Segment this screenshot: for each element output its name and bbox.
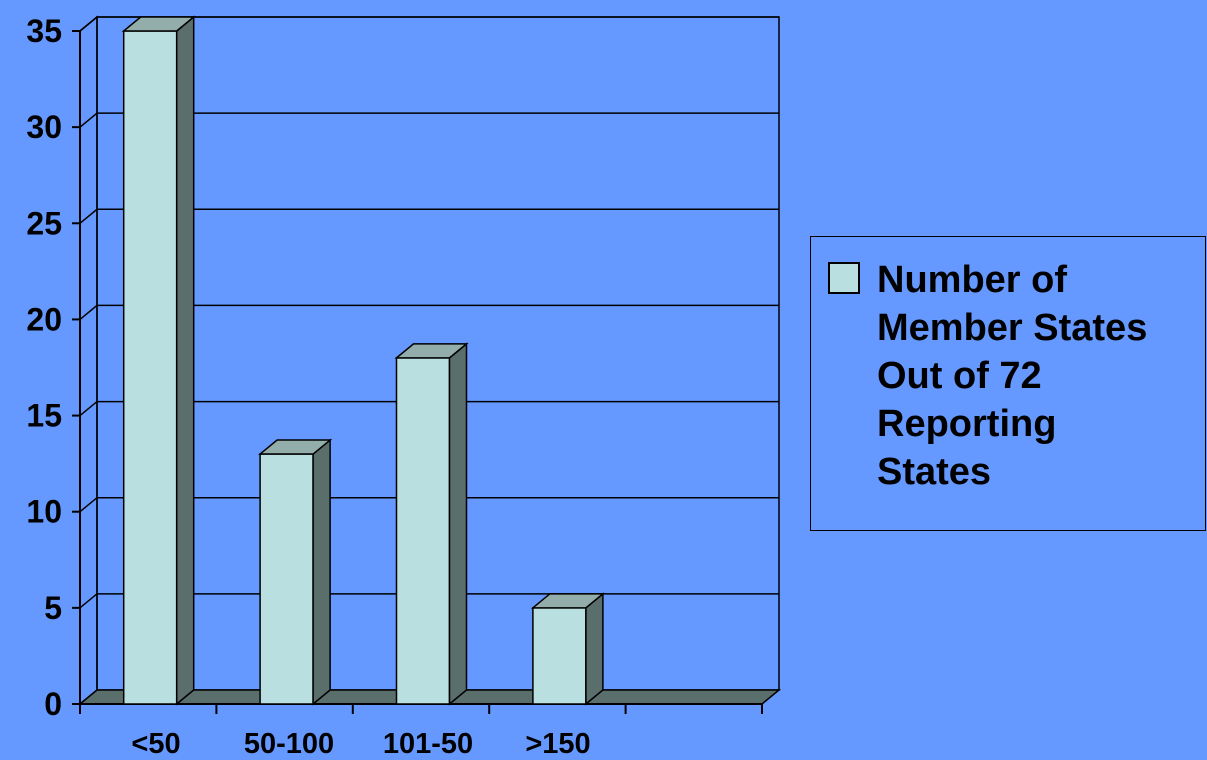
y-tick-label: 15 [26,398,62,434]
gridlines [79,16,779,609]
bar-top [121,16,196,32]
x-tick-labels: <50 50-100 101-50 >150 [131,728,590,760]
bar-side [448,342,468,706]
bar-top [258,439,333,455]
y-tick-label: 25 [26,205,62,241]
bar [530,592,605,706]
bar [121,15,196,706]
x-tick-label: 50-100 [244,728,334,760]
bar-top [530,593,605,609]
x-tick-label: <50 [131,728,180,760]
gridline [79,496,779,513]
bar-top [394,343,469,359]
bar-front [122,30,178,705]
y-tick-label: 10 [26,494,62,530]
y-tick-label: 35 [26,13,62,49]
gridline [79,400,779,417]
gridline [79,304,779,321]
y-tick-labels: 0 5 10 15 20 25 30 35 [26,13,62,722]
bar-side [175,15,195,706]
gridline [79,208,779,224]
gridline [79,112,779,128]
x-tick-label: 101-50 [383,728,473,760]
bar [258,438,333,706]
y-tick-label: 5 [44,590,62,626]
gridline [79,16,779,32]
bar-side [585,592,604,706]
bars [121,15,605,706]
legend: Number of Member States Out of 72 Report… [810,236,1206,531]
bar-side [312,438,331,706]
y-tick-label: 30 [26,109,62,145]
bar-front [395,357,451,705]
bar [394,342,469,706]
bar-front [532,607,587,705]
x-tick-label: >150 [525,728,590,760]
legend-label: Number of Member States Out of 72 Report… [877,259,1148,493]
legend-swatch [828,262,860,294]
y-tick-label: 0 [44,686,62,722]
y-tick-label: 20 [26,301,62,337]
bar-front [259,453,314,705]
